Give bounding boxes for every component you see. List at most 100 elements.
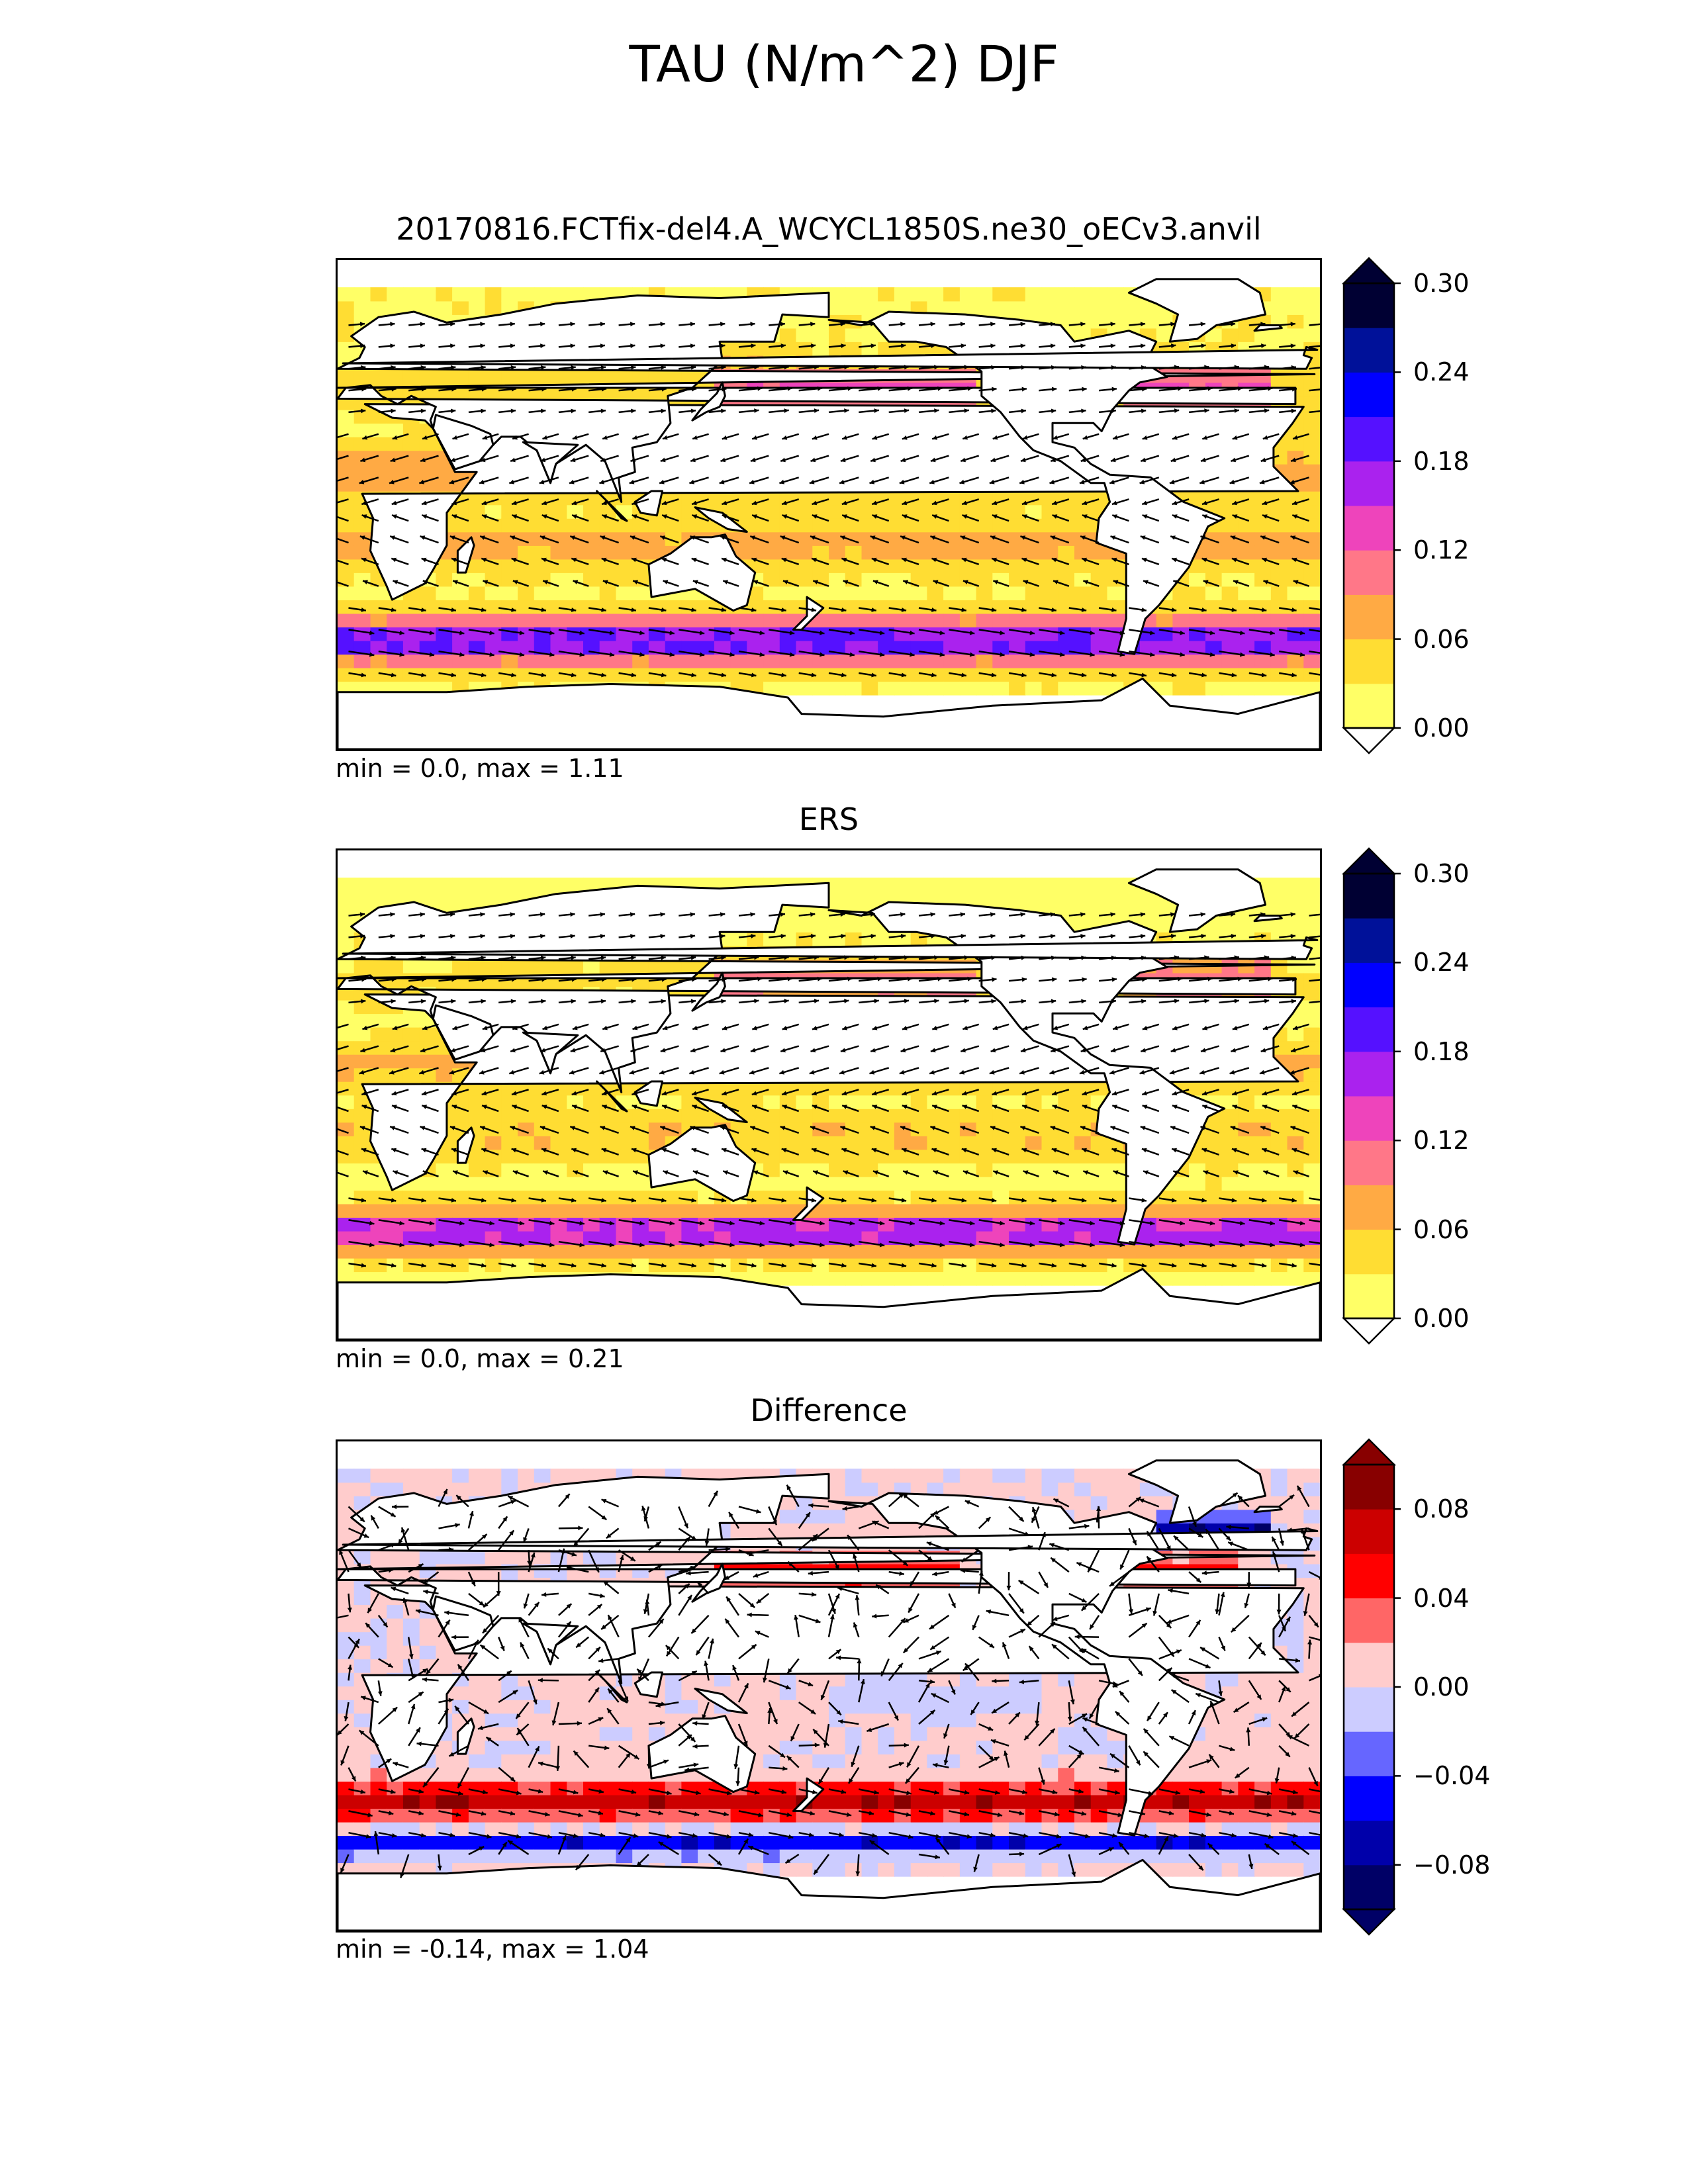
field-cell [763, 1217, 780, 1232]
wind-vector-head [420, 343, 425, 349]
field-cell [1107, 1149, 1124, 1163]
field-cell [747, 1230, 764, 1246]
wind-vector-head [511, 557, 517, 563]
wind-vector-head [1230, 535, 1236, 540]
field-cell [1303, 667, 1320, 682]
field-cell [829, 654, 846, 668]
field-cell [927, 545, 944, 560]
wind-vector-head [990, 457, 996, 463]
field-cell [518, 1244, 535, 1259]
field-cell [1270, 572, 1288, 587]
field-cell [1107, 314, 1124, 329]
field-cell [861, 1190, 878, 1205]
field-cell [1303, 959, 1320, 974]
wind-vector-head [789, 630, 795, 635]
field-cell [1156, 918, 1174, 933]
field-cell [436, 1217, 453, 1232]
field-cell [419, 667, 437, 682]
wind-vector-head [1021, 408, 1026, 414]
field-cell [812, 932, 829, 946]
field-cell [927, 1217, 944, 1232]
field-cell [1107, 905, 1124, 919]
wind-vector-head [1261, 343, 1266, 348]
field-cell [1270, 518, 1288, 533]
field-cell [550, 613, 567, 627]
wind-vector-head [510, 955, 516, 960]
wind-vector-head [699, 630, 705, 635]
field-cell [976, 1149, 994, 1163]
field-cell [567, 1217, 584, 1232]
field-cell [1270, 300, 1288, 315]
field-cell [599, 369, 617, 383]
field-cell [812, 918, 829, 933]
field-cell [976, 572, 994, 587]
field-cell [763, 627, 780, 641]
wind-vector-head [692, 500, 697, 506]
wind-vector-head [721, 608, 727, 612]
field-cell [338, 504, 355, 519]
field-cell [878, 878, 895, 892]
field-cell [567, 654, 584, 668]
field-cell [1303, 1054, 1320, 1069]
field-cell [845, 654, 863, 668]
field-cell [599, 1217, 617, 1232]
field-cell [338, 423, 355, 437]
field-cell [894, 1122, 912, 1136]
wind-vector-head [810, 535, 816, 540]
field-cell [779, 681, 797, 696]
field-cell [1205, 613, 1223, 627]
field-cell [468, 504, 486, 519]
field-cell [763, 586, 780, 600]
field-cell [927, 891, 944, 905]
field-cell [959, 1230, 977, 1246]
wind-vector-head [480, 934, 485, 939]
field-cell [812, 586, 829, 600]
field-cell [1172, 1203, 1190, 1218]
wind-vector-head [459, 630, 465, 635]
field-cell [402, 450, 420, 465]
field-cell [402, 1054, 420, 1069]
field-cell [468, 1081, 486, 1096]
wind-vector-head [817, 386, 823, 391]
field-cell [1270, 586, 1288, 600]
field-cell [665, 1244, 682, 1259]
field-cell [1041, 613, 1058, 627]
field-cell [1221, 1203, 1239, 1218]
field-cell [1221, 613, 1239, 627]
wind-vector-head [359, 1069, 365, 1075]
field-cell [1074, 545, 1092, 560]
field-cell [763, 932, 780, 946]
field-cell [1074, 586, 1092, 600]
wind-vector-head [1204, 408, 1209, 413]
wind-vector-head [451, 1198, 456, 1203]
field-cell [1238, 918, 1255, 933]
field-cell [1238, 518, 1255, 533]
field-cell [861, 1271, 878, 1286]
wind-vector-head [1291, 557, 1297, 563]
field-cell [681, 654, 698, 668]
field-cell [1254, 640, 1272, 655]
field-cell [976, 559, 994, 573]
wind-vector-head [1051, 608, 1056, 612]
wind-vector-head [450, 1048, 456, 1053]
field-cell [452, 287, 469, 302]
field-cell [992, 1136, 1009, 1150]
wind-vector-head [1174, 365, 1180, 370]
field-cell [779, 545, 797, 560]
field-cell [550, 1203, 567, 1218]
field-cell [812, 681, 829, 696]
wind-vector-head [391, 500, 397, 506]
field-cell [370, 1244, 387, 1259]
field-cell [943, 891, 961, 905]
field-cell [1287, 504, 1304, 519]
stats-label: min = 0.0, max = 1.11 [336, 754, 624, 783]
field-cell [845, 341, 863, 356]
wind-vector-head [429, 1220, 435, 1226]
wind-vector-head [362, 1025, 368, 1030]
wind-vector-head [421, 608, 426, 612]
field-cell [1156, 613, 1174, 627]
field-cell [353, 559, 371, 573]
wind-vector-head [1233, 580, 1239, 584]
field-cell [1205, 1230, 1223, 1246]
wind-vector-head [751, 608, 757, 612]
